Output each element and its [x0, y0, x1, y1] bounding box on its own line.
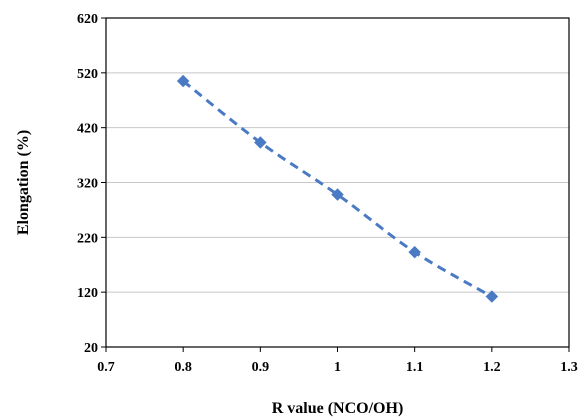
gridlines: [106, 72, 569, 293]
data-point-4: [485, 290, 499, 303]
x-tick-label: 1.1: [406, 360, 424, 375]
series-line-0: [182, 79, 493, 298]
y-tick-label: 320: [77, 177, 98, 192]
data-point-1: [253, 136, 267, 149]
y-tick-label: 420: [77, 122, 98, 137]
y-tick-label: 120: [77, 286, 98, 301]
x-tick-label: 0.8: [174, 360, 192, 375]
data-point-2: [331, 188, 344, 201]
y-tick-label: 220: [77, 231, 98, 246]
x-tick-label: 0.7: [97, 360, 115, 375]
y-axis-title: Elongation (%): [15, 130, 32, 235]
data-point-0: [176, 74, 190, 88]
x-tick-label: 1: [334, 360, 341, 375]
x-tick-label: 1.3: [560, 360, 578, 375]
y-tick-label: 20: [84, 341, 98, 356]
y-tick-label: 520: [77, 67, 98, 82]
x-tick-label: 1.2: [483, 360, 501, 375]
y-axis-ticks: 20 120 220 320 420 520 620: [77, 12, 106, 356]
data-point-3: [408, 245, 422, 259]
x-axis-title: R value (NCO/OH): [272, 400, 404, 417]
x-tick-label: 0.9: [252, 360, 270, 375]
x-axis-ticks: 0.7 0.8 0.9 1 1.1 1.2 1.3: [97, 347, 578, 375]
y-tick-label: 620: [77, 12, 98, 27]
series: [176, 74, 499, 303]
